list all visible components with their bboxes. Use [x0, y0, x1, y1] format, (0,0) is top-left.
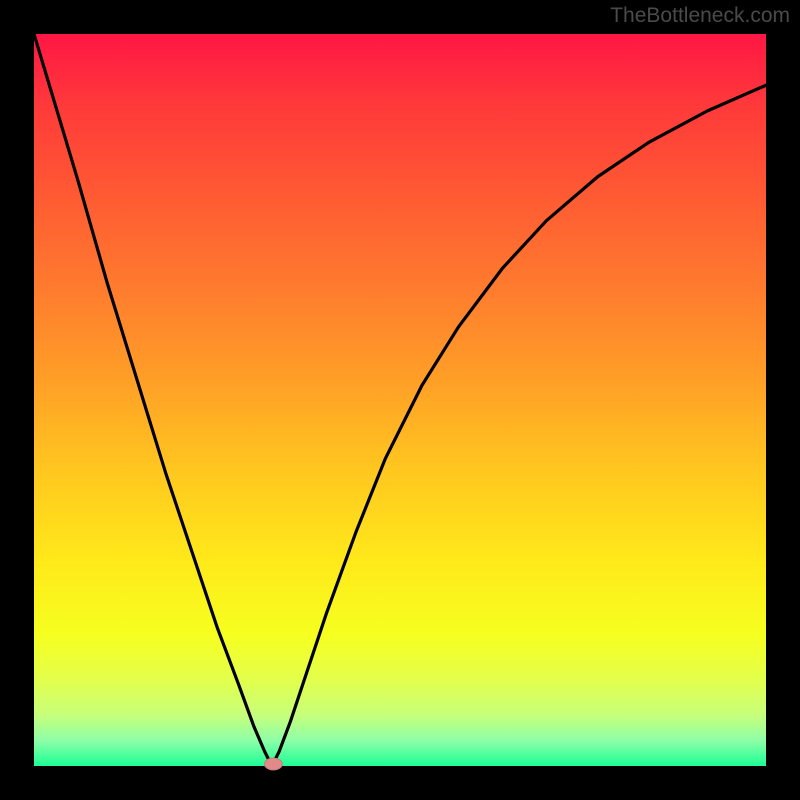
chart-container: TheBottleneck.com: [0, 0, 800, 800]
bottleneck-chart: [0, 0, 800, 800]
watermark-text: TheBottleneck.com: [610, 4, 790, 28]
minimum-marker: [264, 758, 282, 770]
